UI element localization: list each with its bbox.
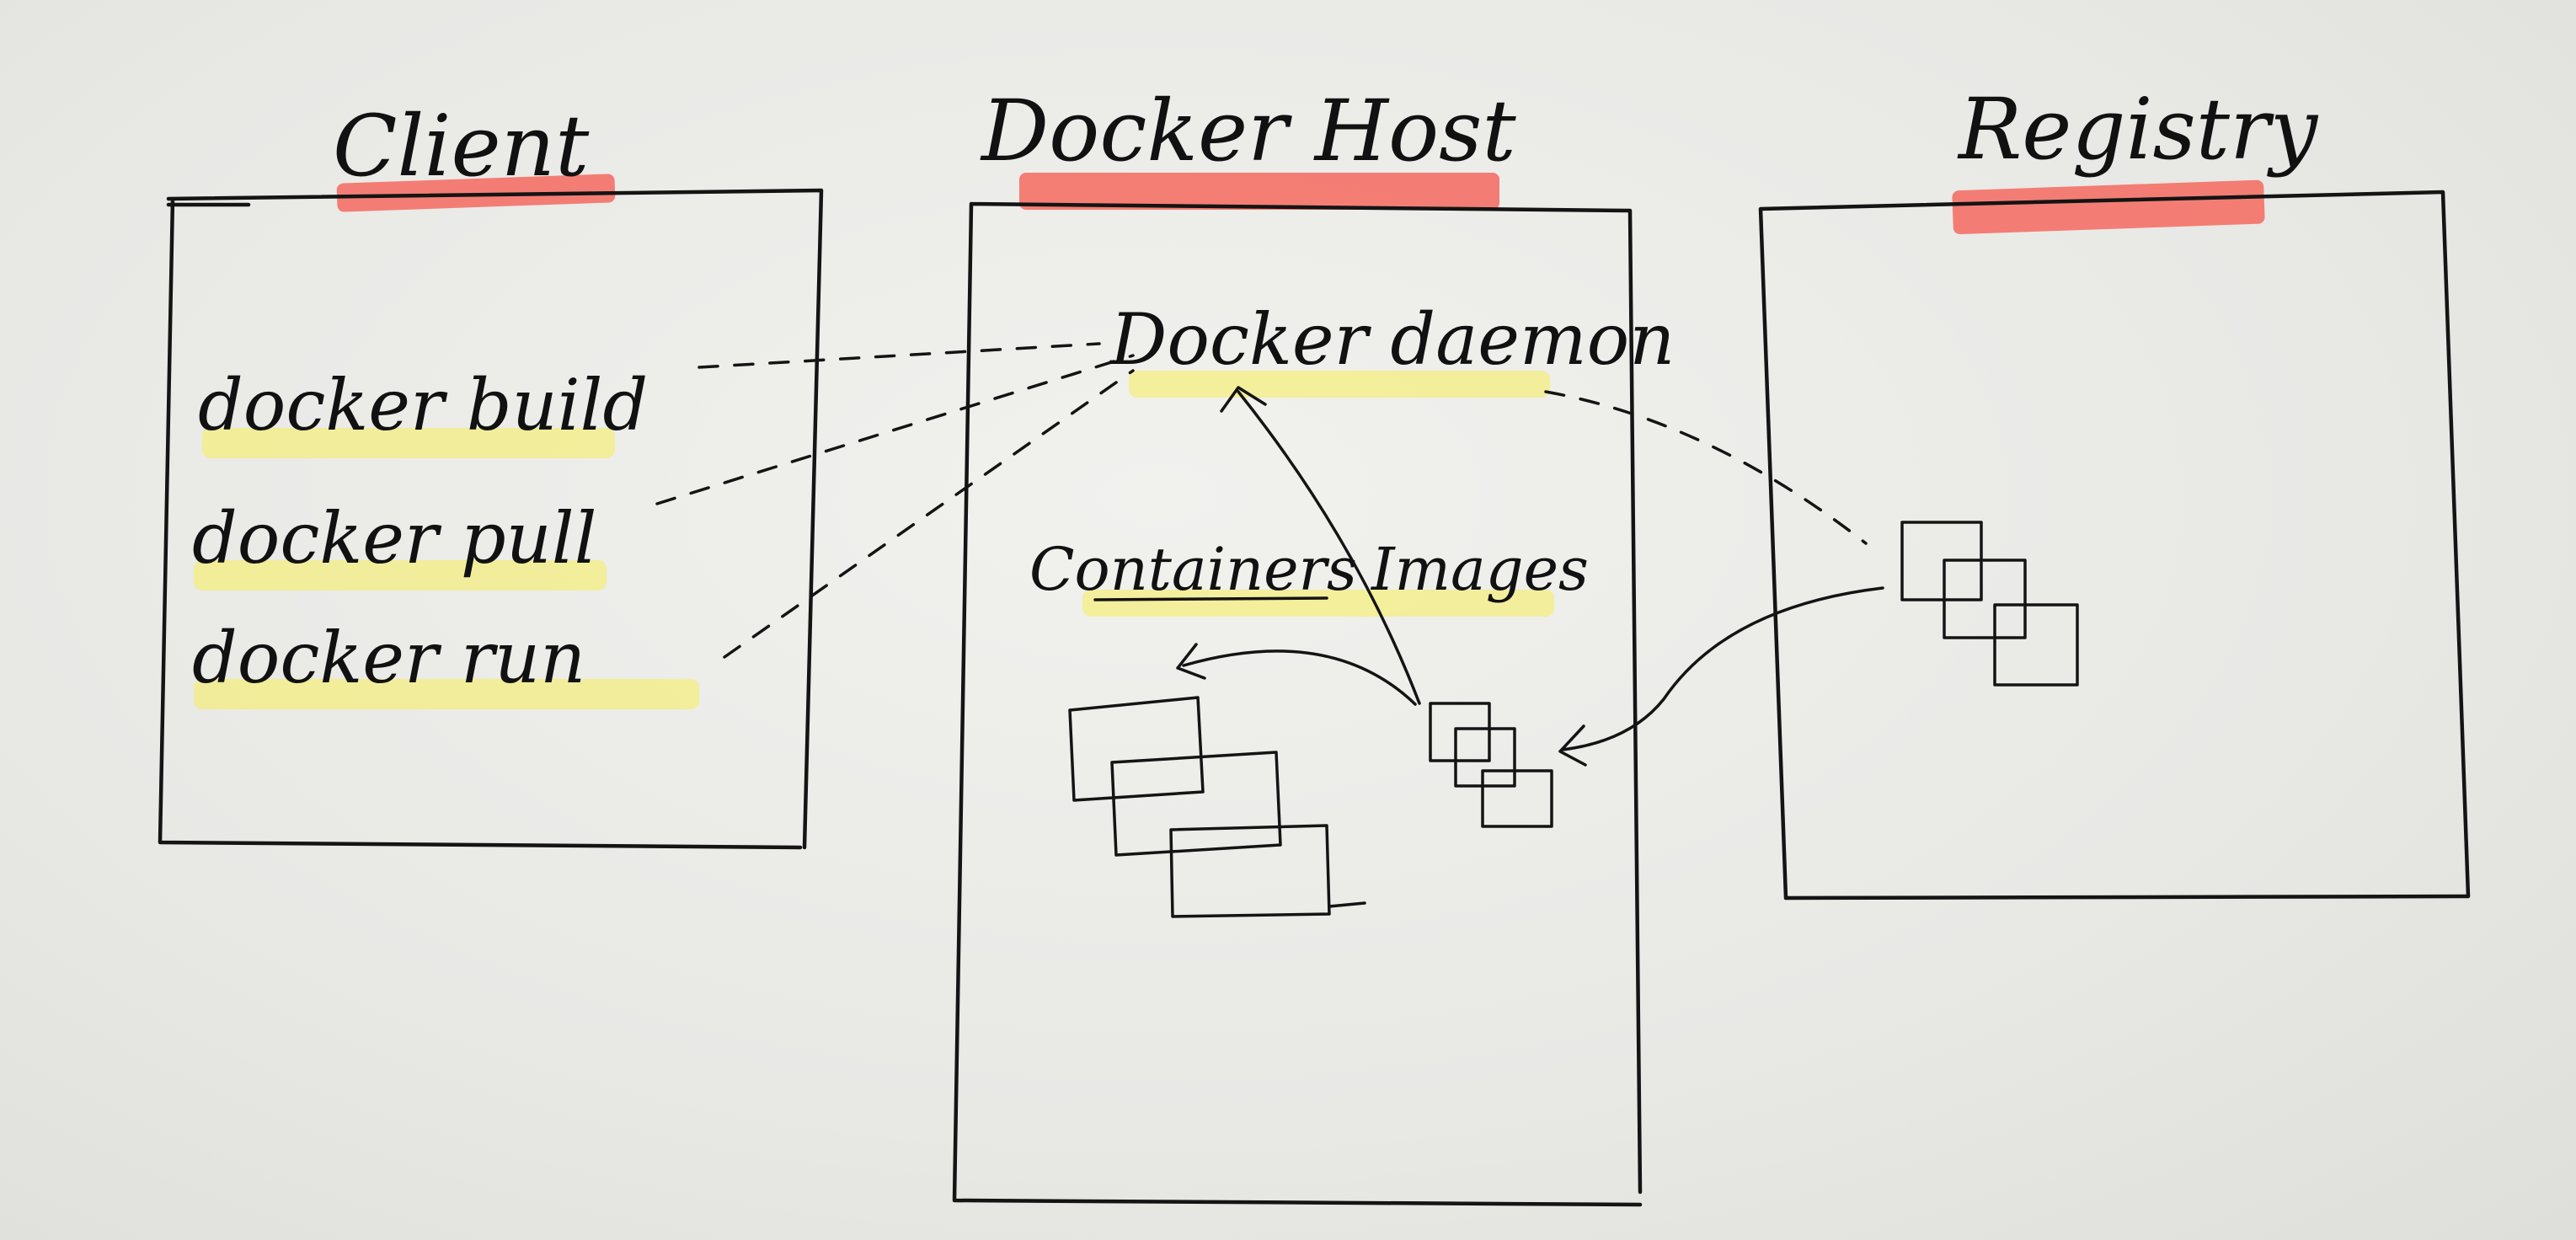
run-highlight bbox=[194, 679, 699, 709]
client-title: Client bbox=[333, 97, 590, 195]
docker-host-box bbox=[952, 201, 1643, 1207]
images-to-daemon-arrowhead bbox=[1220, 386, 1267, 413]
client-box bbox=[158, 188, 824, 850]
registry-to-images-arrowhead bbox=[1558, 724, 1587, 767]
registry-image-stack bbox=[1900, 521, 2079, 687]
client-command-build: docker build bbox=[198, 364, 648, 446]
registry-box bbox=[1758, 190, 2471, 901]
client-title-highlight bbox=[336, 174, 616, 212]
docker-daemon-label: Docker daemon bbox=[1109, 298, 1675, 381]
build-to-daemon-line bbox=[697, 342, 1101, 369]
containers-underline bbox=[1093, 596, 1328, 601]
images-to-containers-arrowhead bbox=[1176, 643, 1206, 680]
daemon-to-registry-line bbox=[1544, 390, 1868, 545]
container-stack bbox=[1068, 696, 1366, 918]
dashed-connectors bbox=[655, 342, 1868, 659]
docker-host-title-highlight bbox=[1019, 173, 1499, 210]
pull-to-daemon-line bbox=[655, 354, 1135, 505]
containers-images-highlight bbox=[1082, 590, 1554, 617]
registry-to-images-arrow bbox=[1561, 586, 1884, 751]
host-image-stack bbox=[1429, 702, 1553, 828]
pull-highlight bbox=[194, 560, 607, 591]
images-to-daemon-arrow bbox=[1237, 390, 1421, 705]
images-label: Images bbox=[1370, 535, 1589, 604]
containers-label: Containers bbox=[1029, 535, 1357, 604]
images-to-containers-arrow bbox=[1182, 649, 1417, 706]
registry-title-highlight bbox=[1952, 179, 2265, 235]
client-command-pull: docker pull bbox=[192, 497, 596, 580]
registry-title: Registry bbox=[1957, 80, 2319, 179]
run-to-daemon-line bbox=[723, 369, 1135, 659]
docker-host-title: Docker Host bbox=[980, 82, 1516, 180]
arrows bbox=[1176, 386, 1884, 767]
build-highlight bbox=[202, 428, 615, 458]
client-command-run: docker run bbox=[192, 617, 585, 699]
